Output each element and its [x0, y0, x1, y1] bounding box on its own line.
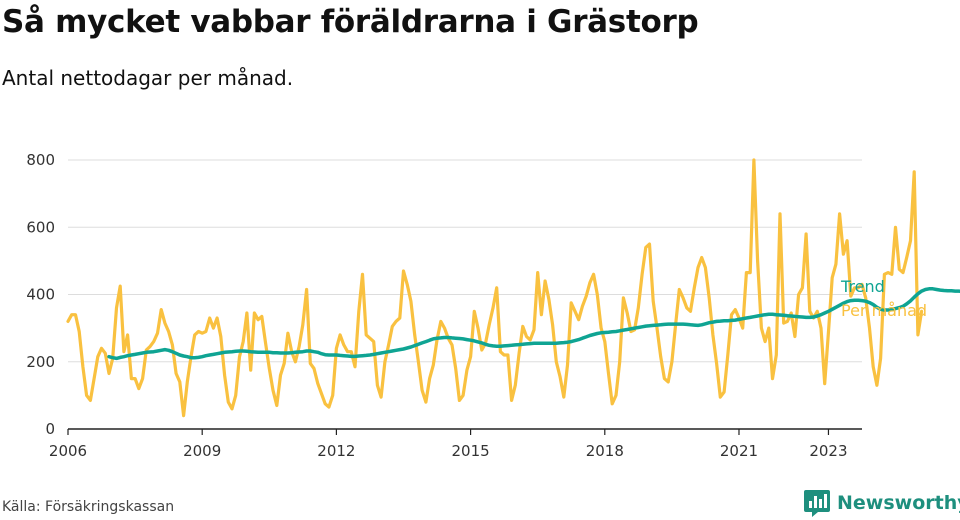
y-tick-label: 600 [26, 218, 55, 236]
series-line-per-m-nad [66, 158, 924, 418]
y-tick-label: 800 [26, 151, 55, 169]
brand-name: Newsworthy [837, 492, 960, 514]
chart-title: Så mycket vabbar föräldrarna i Grästorp [2, 4, 699, 40]
y-tick-label: 0 [45, 420, 55, 438]
chart-subtitle: Antal nettodagar per månad. [2, 66, 294, 90]
x-tick-label: 2009 [183, 442, 221, 460]
x-tick-label: 2018 [586, 442, 624, 460]
x-tick-label: 2012 [317, 442, 355, 460]
brand-logo: Newsworthy [803, 488, 960, 518]
x-tick-label: 2021 [720, 442, 758, 460]
y-axis-tick-labels: 0 200 400 600 800 [26, 151, 55, 438]
y-tick-label: 400 [26, 286, 55, 304]
x-axis: 2006 2009 2012 2015 2018 2021 2023 [49, 428, 862, 460]
newsworthy-logo-icon [804, 490, 830, 517]
series-line-trend [107, 287, 960, 361]
x-tick-label: 2023 [809, 442, 847, 460]
x-tick-label: 2015 [451, 442, 489, 460]
series-lines [66, 158, 960, 418]
legend: Trend Per månad [840, 277, 927, 320]
source-note: Källa: Försäkringskassan [2, 499, 175, 515]
legend-label: Trend [840, 277, 885, 296]
grid-lines [68, 159, 862, 363]
legend-label: Per månad [841, 301, 927, 320]
y-tick-label: 200 [26, 353, 55, 371]
x-tick-label: 2006 [49, 442, 87, 460]
